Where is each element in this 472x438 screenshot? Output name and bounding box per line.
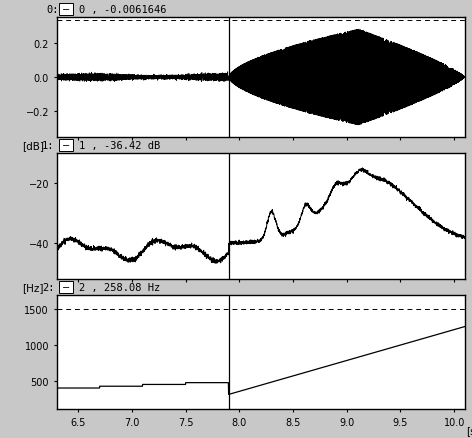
Bar — [59, 140, 73, 152]
Bar — [59, 281, 73, 294]
Text: 1:: 1: — [42, 141, 55, 151]
Text: 1 , -36.42 dB: 1 , -36.42 dB — [79, 141, 160, 151]
Bar — [59, 4, 73, 16]
Text: 0:: 0: — [46, 5, 59, 15]
Text: 0 , -0.0061646: 0 , -0.0061646 — [79, 5, 167, 15]
Text: −: − — [61, 5, 70, 15]
X-axis label: [s]: [s] — [466, 425, 472, 435]
Text: [dB]: [dB] — [22, 141, 44, 151]
Text: −: − — [61, 283, 70, 293]
Text: −: − — [61, 141, 70, 151]
Text: [Hz]: [Hz] — [22, 283, 43, 293]
Text: 2:: 2: — [42, 283, 55, 293]
Text: 2 , 258.08 Hz: 2 , 258.08 Hz — [79, 283, 160, 293]
